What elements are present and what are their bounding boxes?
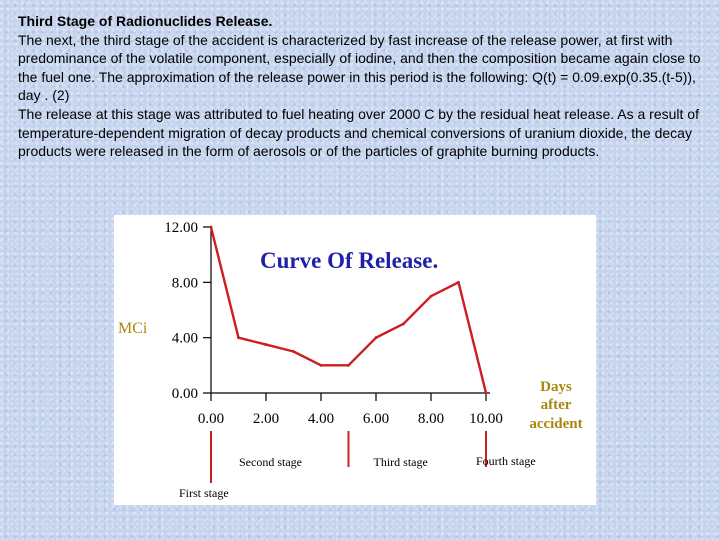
section-title: Third Stage of Radionuclides Release. (18, 13, 273, 29)
y-tick-label: 12.00 (164, 220, 198, 236)
release-curve-point (429, 294, 433, 298)
x-axis-label: Days after accident (529, 379, 582, 432)
stage-label: Third stage (374, 455, 428, 469)
chart-axes (210, 227, 490, 394)
x-tick-label: 0.00 (198, 411, 224, 427)
description-text: Third Stage of Radionuclides Release. Th… (18, 12, 708, 161)
x-axis-label-line-1: Days (540, 379, 572, 395)
release-curve-point (484, 391, 488, 395)
stage-label: First stage (179, 486, 229, 500)
release-curve-point (374, 336, 378, 340)
x-tick-label: 10.00 (469, 411, 503, 427)
x-tick-label: 4.00 (308, 411, 334, 427)
release-curve-point (237, 336, 240, 340)
release-curve-point (209, 225, 213, 229)
release-curve-point (292, 350, 295, 353)
x-tick-label: 8.00 (418, 411, 444, 427)
stage-label: Second stage (239, 455, 302, 469)
stage-label: Fourth stage (476, 454, 536, 468)
y-tick-label: 8.00 (172, 275, 198, 291)
release-curve-point (347, 363, 350, 367)
release-chart: 0.00 4.00 8.00 12.00 0.00 2.00 4.00 6.00 8.00 10.… (114, 215, 596, 505)
release-curve-point (319, 363, 323, 367)
x-axis-label-line-2: after (541, 397, 572, 413)
chart-title: Curve Of Release. (260, 248, 438, 273)
stage-markers: First stage Second stage Third stage Fourth… (179, 431, 536, 500)
x-tick-label: 6.00 (363, 411, 389, 427)
paragraph-fuel-heating: The release at this stage was attributed… (18, 105, 699, 160)
chart-series (209, 225, 488, 395)
y-tick-label: 0.00 (172, 386, 198, 402)
chart-ticks: 0.00 4.00 8.00 12.00 0.00 2.00 4.00 6.00 8.00 10.… (164, 220, 503, 427)
paragraph-release-power: The next, the third stage of the acciden… (18, 31, 701, 104)
chart-svg: 0.00 4.00 8.00 12.00 0.00 2.00 4.00 6.00 8.00 10.… (118, 220, 583, 500)
release-curve-point (457, 280, 460, 284)
x-axis-label-line-3: accident (529, 416, 582, 432)
x-tick-label: 2.00 (253, 411, 279, 427)
release-curve-point (402, 322, 405, 326)
release-curve-point (264, 343, 268, 346)
y-axis-label: MCi (118, 320, 148, 337)
y-tick-label: 4.00 (172, 331, 198, 347)
